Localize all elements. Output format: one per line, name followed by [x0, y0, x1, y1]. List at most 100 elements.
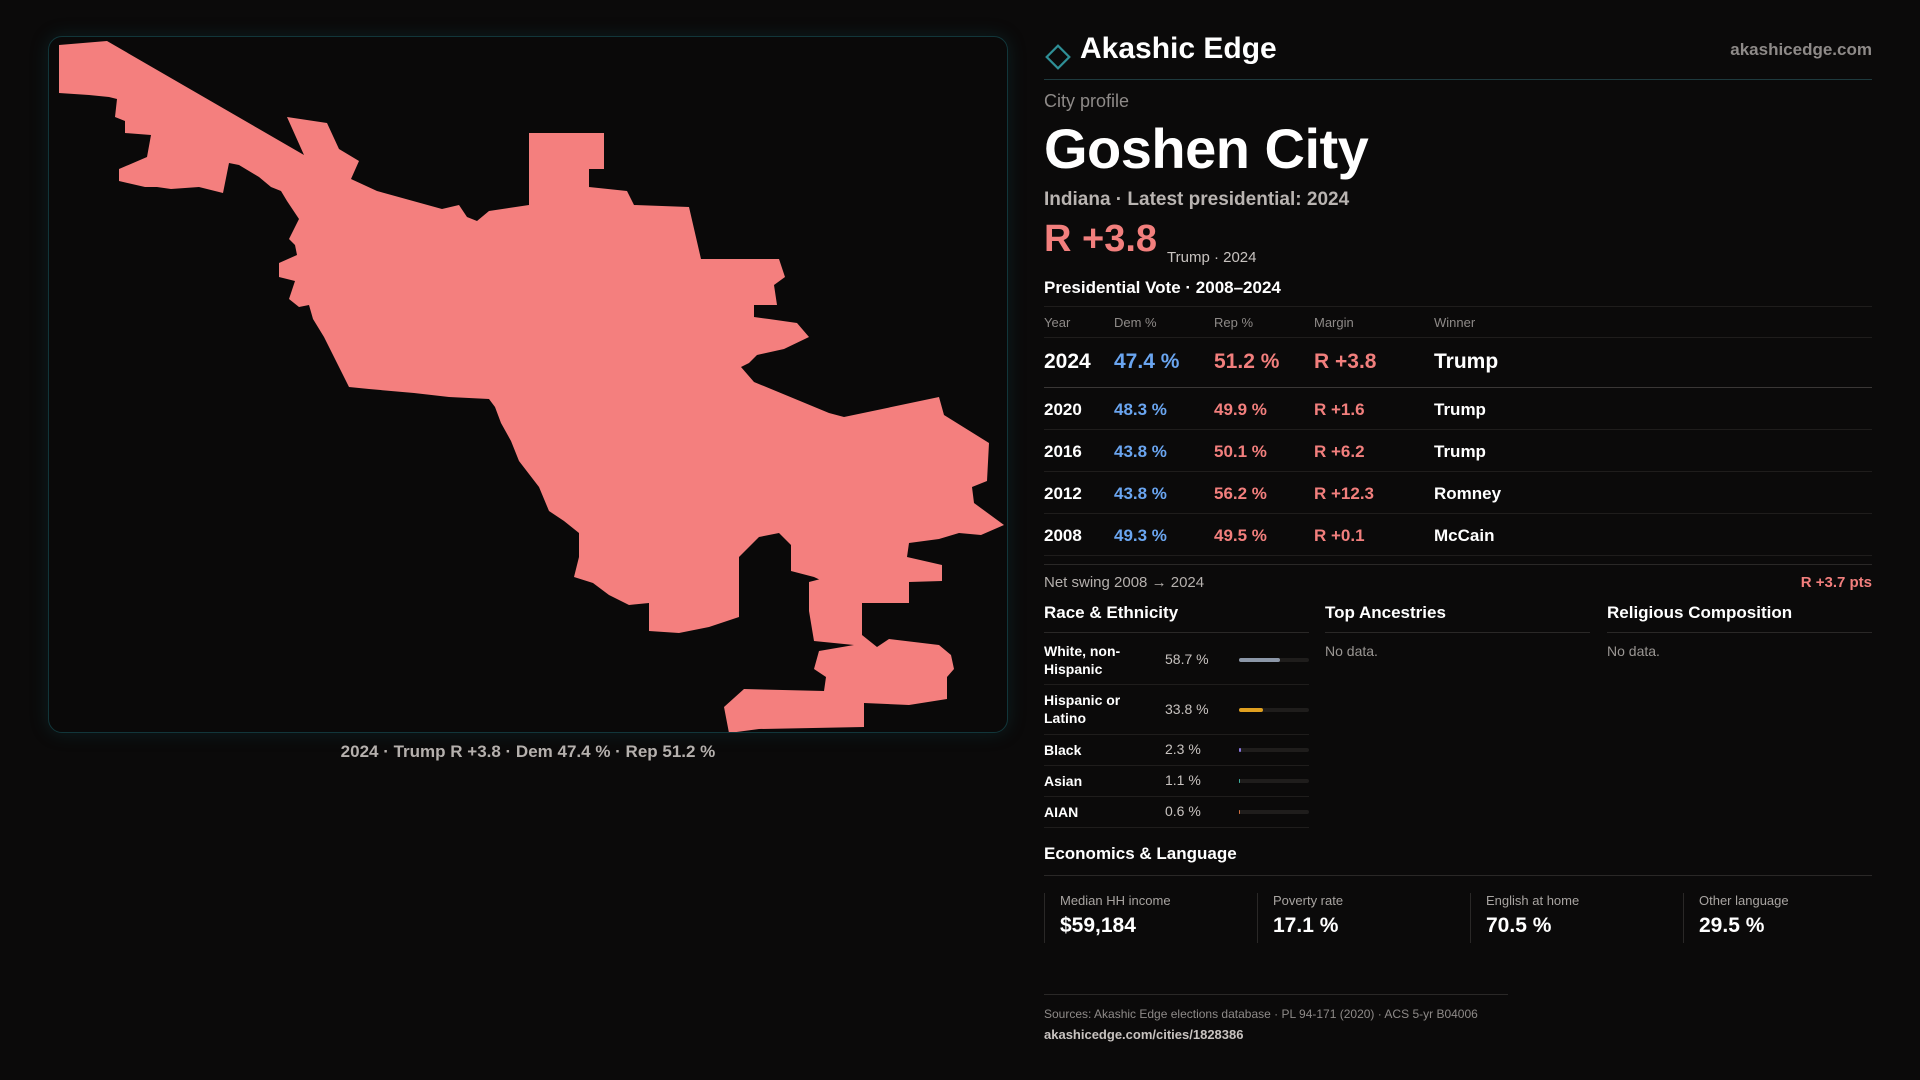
cell-year: 2020 [1044, 400, 1082, 419]
headline-detail: Trump · 2024 [1167, 249, 1257, 266]
vote-table: Year Dem % Rep % Margin Winner 2024 47.4… [1044, 306, 1872, 556]
cell-dem: 48.3 % [1114, 400, 1167, 419]
cell-winner: Trump [1434, 442, 1486, 461]
column-header-year: Year [1044, 315, 1071, 330]
cell-dem: 43.8 % [1114, 442, 1167, 461]
net-swing-row: Net swing 2008 → 2024 R +3.7 pts [1044, 564, 1872, 598]
ancestries-section: Top Ancestries No data. [1325, 601, 1590, 659]
race-label: Black [1044, 742, 1082, 758]
race-percent: 58.7 % [1165, 651, 1209, 667]
cell-winner: Romney [1434, 484, 1502, 503]
stat-value: 70.5 % [1486, 914, 1552, 937]
cell-winner: Trump [1434, 350, 1499, 373]
race-row: AIAN 0.6 % [1044, 797, 1309, 828]
column-header-winner: Winner [1434, 315, 1476, 330]
column-header-rep: Rep % [1214, 315, 1254, 330]
footer-sources: Sources: Akashic Edge elections database… [1044, 1007, 1478, 1021]
stat-value: 29.5 % [1699, 914, 1765, 937]
cell-margin: R +0.1 [1314, 526, 1365, 545]
brand-name: Akashic Edge [1080, 32, 1277, 65]
race-bar-track [1239, 810, 1309, 814]
stat-label: Median HH income [1060, 893, 1171, 908]
cell-rep: 49.9 % [1214, 400, 1267, 419]
brand-header: Akashic Edge akashicedge.com [1044, 30, 1872, 80]
race-bar-fill [1239, 779, 1241, 783]
religion-section-title: Religious Composition [1607, 601, 1872, 633]
race-bar-track [1239, 658, 1309, 662]
footer-permalink[interactable]: akashicedge.com/cities/1828386 [1044, 1027, 1244, 1042]
cell-year: 2012 [1044, 484, 1082, 503]
religion-section: Religious Composition No data. [1607, 601, 1872, 659]
stat-label: English at home [1486, 893, 1580, 908]
net-swing-label: Net swing 2008 → 2024 [1044, 574, 1205, 591]
page-subtitle: Indiana · Latest presidential: 2024 [1044, 189, 1350, 210]
footer-divider [1044, 994, 1508, 995]
column-header-margin: Margin [1314, 315, 1354, 330]
table-header: Year Dem % Rep % Margin Winner [1044, 306, 1872, 338]
table-row: 2024 47.4 % 51.2 % R +3.8 Trump [1044, 338, 1872, 388]
race-bar-track [1239, 779, 1309, 783]
vote-section-title: Presidential Vote · 2008–2024 [1044, 278, 1281, 297]
race-row: Black 2.3 % [1044, 735, 1309, 766]
race-percent: 1.1 % [1165, 772, 1201, 788]
map-caption: 2024 · Trump R +3.8 · Dem 47.4 % · Rep 5… [340, 742, 716, 761]
stat-card-median-income: Median HH income $59,184 [1044, 893, 1244, 943]
stat-card-poverty-rate: Poverty rate 17.1 % [1257, 893, 1457, 943]
race-bar-track [1239, 708, 1309, 712]
stat-value: 17.1 % [1273, 914, 1339, 937]
economics-section-title: Economics & Language [1044, 844, 1872, 876]
column-header-dem: Dem % [1114, 315, 1157, 330]
race-bar-fill [1239, 708, 1263, 712]
stat-label: Other language [1699, 893, 1789, 908]
cell-margin: R +3.8 [1314, 350, 1377, 373]
cell-margin: R +12.3 [1314, 484, 1375, 503]
stat-value: $59,184 [1060, 914, 1136, 937]
cell-dem: 43.8 % [1114, 484, 1167, 503]
race-percent: 0.6 % [1165, 803, 1201, 819]
stat-label: Poverty rate [1273, 893, 1344, 908]
ancestries-section-title: Top Ancestries [1325, 601, 1590, 633]
race-percent: 33.8 % [1165, 701, 1209, 717]
cell-dem: 47.4 % [1114, 350, 1180, 373]
religion-empty-state: No data. [1607, 643, 1660, 659]
race-bar-fill [1239, 810, 1241, 814]
table-row: 2020 48.3 % 49.9 % R +1.6 Trump [1044, 388, 1872, 430]
brand-url-link[interactable]: akashicedge.com [1730, 40, 1872, 59]
cell-dem: 49.3 % [1114, 526, 1167, 545]
cell-margin: R +6.2 [1314, 442, 1365, 461]
cell-year: 2024 [1044, 350, 1091, 373]
race-section-title: Race & Ethnicity [1044, 601, 1309, 633]
race-section: Race & Ethnicity White, non-Hispanic 58.… [1044, 601, 1309, 828]
race-label: AIAN [1044, 804, 1079, 820]
diamond-outline-icon [1045, 44, 1071, 70]
cell-margin: R +1.6 [1314, 400, 1365, 419]
race-bar-fill [1239, 658, 1281, 662]
cell-winner: Trump [1434, 400, 1486, 419]
headline-margin: R +3.8 [1044, 218, 1158, 260]
ancestries-empty-state: No data. [1325, 643, 1378, 659]
net-swing-value: R +3.7 pts [1800, 574, 1872, 591]
cell-rep: 49.5 % [1214, 526, 1267, 545]
race-bar-track [1239, 748, 1309, 752]
race-label: Hispanic or Latino [1044, 692, 1121, 726]
cell-rep: 56.2 % [1214, 484, 1267, 503]
city-boundary-map [48, 36, 1008, 733]
cell-winner: McCain [1434, 526, 1495, 545]
race-row: White, non-Hispanic 58.7 % [1044, 633, 1309, 685]
race-label: White, non-Hispanic [1044, 643, 1121, 677]
page-title: Goshen City [1044, 117, 1369, 180]
city-boundary-shape [59, 41, 1004, 732]
page-eyebrow: City profile [1044, 91, 1130, 111]
race-row: Asian 1.1 % [1044, 766, 1309, 797]
stat-card-english-at-home: English at home 70.5 % [1470, 893, 1670, 943]
stat-card-other-language: Other language 29.5 % [1683, 893, 1883, 943]
table-row: 2012 43.8 % 56.2 % R +12.3 Romney [1044, 472, 1872, 514]
race-bar-fill [1239, 748, 1241, 752]
table-row: 2016 43.8 % 50.1 % R +6.2 Trump [1044, 430, 1872, 472]
cell-year: 2008 [1044, 526, 1082, 545]
cell-rep: 51.2 % [1214, 350, 1280, 373]
race-label: Asian [1044, 773, 1083, 789]
race-percent: 2.3 % [1165, 741, 1201, 757]
table-row: 2008 49.3 % 49.5 % R +0.1 McCain [1044, 514, 1872, 556]
cell-year: 2016 [1044, 442, 1082, 461]
